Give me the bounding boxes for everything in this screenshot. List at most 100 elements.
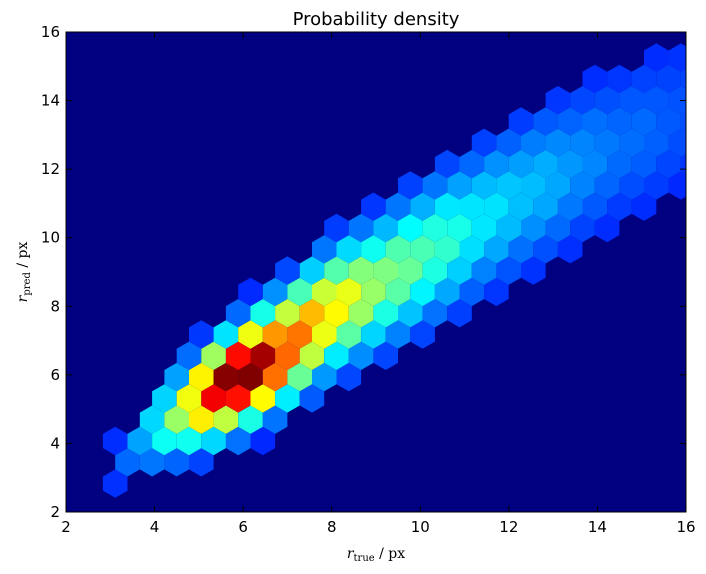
hexbin-cell — [594, 128, 620, 157]
hexbin-cell — [484, 235, 509, 264]
x-axis-label: rtrue / px — [347, 546, 405, 564]
y-axis: 2 4 6 8 10 12 14 16 — [41, 23, 686, 521]
hexbin-cell — [385, 235, 411, 264]
hexbin-cell — [570, 171, 595, 200]
hexbin-cell — [189, 405, 214, 434]
hexbin-cell — [361, 192, 386, 221]
hexbin-cell — [656, 149, 681, 179]
hexbin-cell — [508, 107, 534, 136]
hexbin-cell — [533, 107, 558, 136]
hexbin-cell — [668, 171, 686, 200]
hexbin-cell — [607, 149, 632, 179]
hexbin-cell — [275, 299, 300, 328]
hexbin-cell — [459, 235, 485, 264]
hexbin-cell — [312, 235, 337, 264]
hexbin-cell — [373, 341, 398, 370]
hexbin-cell — [447, 256, 472, 285]
hexbin-cell — [434, 192, 460, 221]
hexbin-cell — [434, 277, 460, 307]
hexbin-cell — [459, 277, 485, 307]
hexbin-cell — [225, 384, 251, 413]
hexbin-cell — [644, 171, 669, 200]
hexbin-cell — [521, 256, 546, 285]
hexbin-cell — [299, 341, 325, 370]
hexbin-cell — [250, 341, 276, 370]
hexbin-cell — [496, 256, 521, 285]
hexbin-cell — [471, 128, 497, 157]
hexbin-cell — [484, 192, 509, 221]
y-tick-label: 4 — [50, 434, 60, 452]
hexbin-cell — [164, 405, 189, 434]
hexbin-cell — [275, 384, 300, 413]
hexbin-cell — [422, 171, 448, 200]
hexbin-cell — [508, 192, 534, 221]
hexbin-cell — [447, 171, 472, 200]
hexbin-cell — [262, 277, 288, 307]
hexbin-cell — [324, 341, 349, 370]
hexbin-cell — [644, 128, 669, 157]
hexbin-cell — [213, 405, 239, 434]
y-tick-label: 10 — [41, 229, 60, 247]
hexbin-cell — [410, 235, 435, 264]
hexbin-cell — [238, 320, 263, 349]
hexbin-cell — [250, 299, 276, 328]
hexbin-cell — [521, 171, 546, 200]
hexbin-cell — [582, 192, 608, 221]
hexbin-cell — [361, 277, 386, 307]
hexbin-cell — [619, 171, 644, 200]
hexbin-cell — [176, 341, 202, 370]
hexbin-cell — [631, 149, 657, 179]
hexbin-cell — [459, 192, 485, 221]
hexbin-cell — [152, 426, 177, 456]
hexbin-cell — [631, 64, 657, 94]
hexbin-cell — [238, 277, 263, 307]
hexbin-cell — [102, 469, 128, 498]
hexbin-cell — [533, 149, 558, 179]
hexbin-cell — [398, 213, 423, 243]
hexbin-cell — [570, 213, 595, 243]
hexbin-cells — [102, 43, 706, 498]
hexbin-cell — [361, 320, 386, 349]
hexbin-cell — [471, 256, 497, 285]
hexbin-cell — [275, 256, 300, 285]
hexbin-cell — [225, 426, 251, 456]
hexbin-cell — [693, 86, 706, 114]
hexbin-cell — [250, 426, 276, 456]
hexbin-cell — [299, 299, 325, 328]
hexbin-cell — [164, 362, 189, 392]
hexbin-cell — [201, 426, 226, 456]
hexbin-cell — [557, 235, 583, 264]
y-tick-label: 6 — [50, 366, 60, 384]
hexbin-cell — [262, 405, 288, 434]
hexbin-cell — [139, 448, 165, 477]
hexbin-cell — [250, 384, 276, 413]
hexbin-cell — [422, 256, 448, 285]
hexbin-cell — [644, 86, 669, 115]
hexbin-cell — [484, 149, 509, 179]
hexbin-cell — [508, 235, 534, 264]
hexbin-cell — [312, 320, 337, 349]
hexbin-cell — [557, 107, 583, 136]
hexbin-cell — [434, 149, 460, 179]
hexbin-cell — [644, 43, 669, 72]
hexbin-cell — [619, 128, 644, 157]
hexbin-cell — [693, 129, 706, 157]
hexbin-cell — [213, 320, 239, 349]
hexbin-cell — [262, 320, 288, 349]
hexbin-cell — [348, 256, 374, 285]
hexbin-cell — [373, 256, 398, 285]
hexbin-cell — [484, 277, 509, 307]
hexbin-cell — [594, 171, 620, 200]
hexbin-cell — [398, 171, 423, 200]
hexbin-cell — [287, 277, 312, 307]
hexbin-cell — [582, 149, 608, 179]
y-tick-label: 16 — [41, 23, 60, 41]
hexbin-cell — [447, 299, 472, 328]
hexbin-cell — [152, 384, 177, 413]
hexbin-cell — [545, 171, 571, 200]
x-tick-label: 4 — [150, 518, 160, 536]
hexbin-cell — [668, 128, 686, 157]
hexbin-cell — [115, 448, 140, 477]
hexbin-cell — [521, 213, 546, 243]
hexbin-cell — [262, 362, 288, 392]
